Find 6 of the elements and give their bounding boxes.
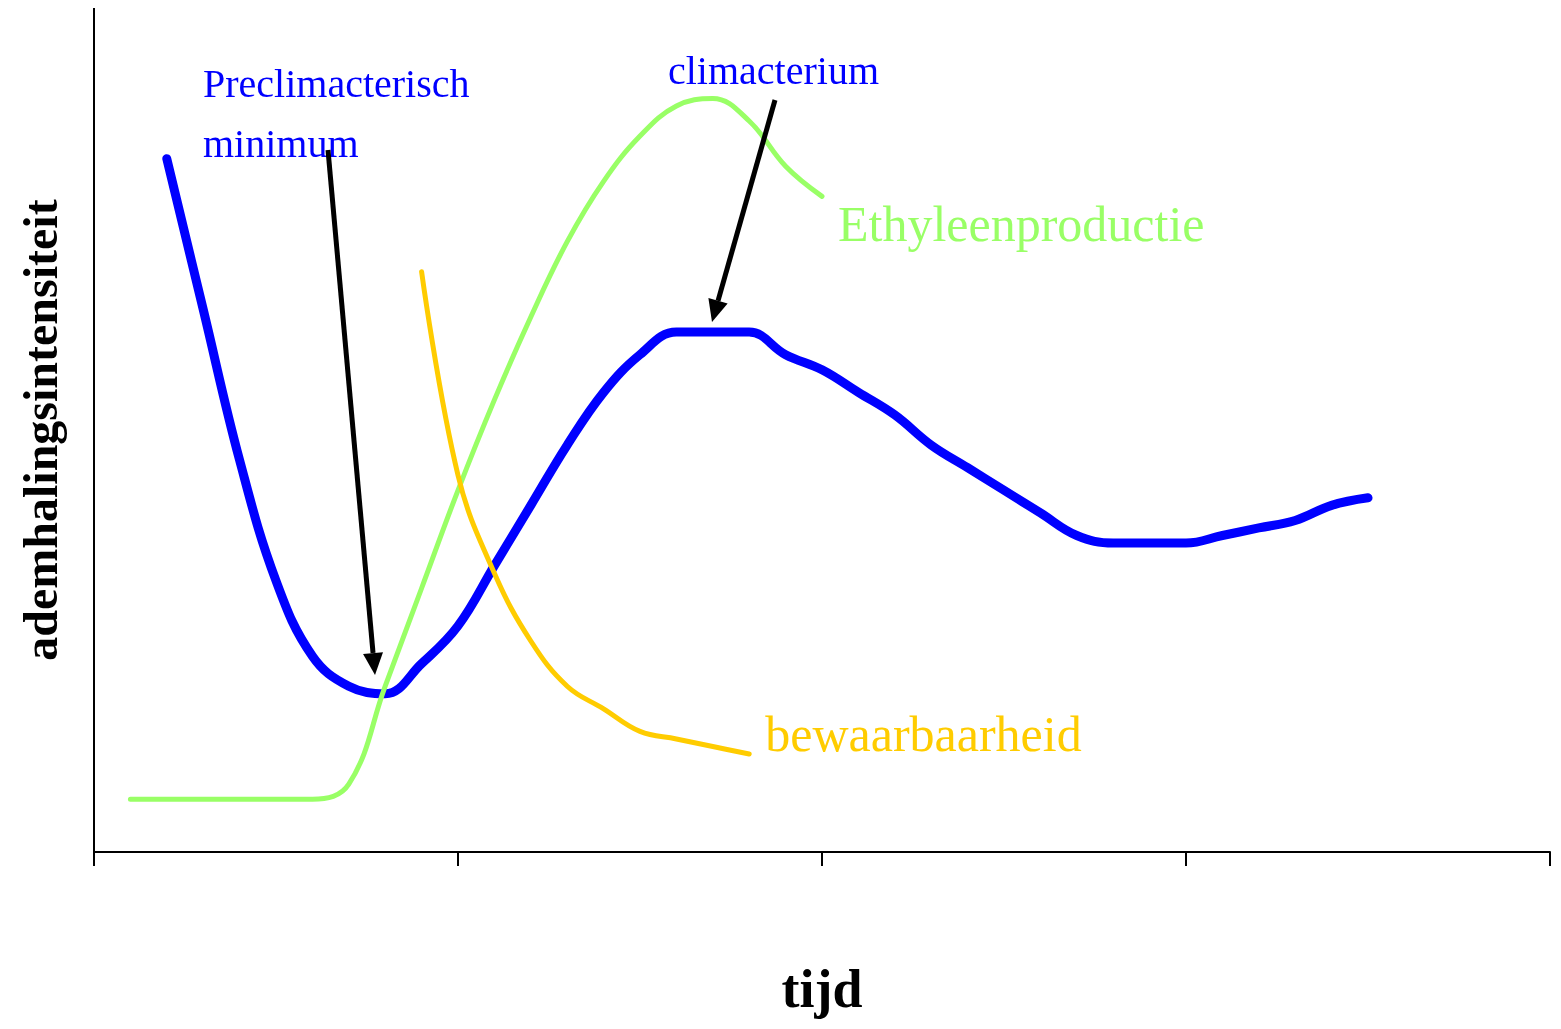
annotation: Preclimacterisch minimum bbox=[203, 60, 470, 166]
y-axis-title: ademhalingsintensiteit bbox=[13, 199, 67, 661]
series-label: Ethyleenproductie bbox=[838, 196, 1205, 253]
series-label: bewaarbaarheid bbox=[765, 706, 1082, 763]
x-axis-title: tijd bbox=[781, 959, 863, 1019]
text: climacterium bbox=[668, 47, 880, 93]
